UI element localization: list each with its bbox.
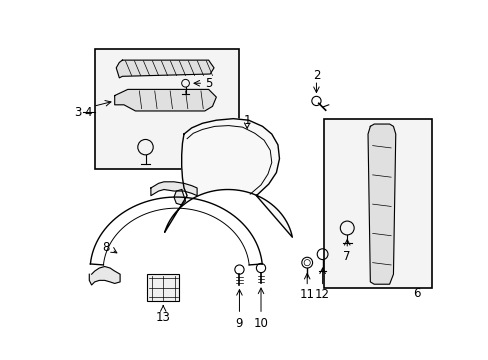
Polygon shape bbox=[89, 266, 120, 285]
Polygon shape bbox=[116, 60, 214, 78]
Text: 11: 11 bbox=[299, 288, 314, 301]
Polygon shape bbox=[367, 124, 395, 284]
Text: 5: 5 bbox=[204, 77, 212, 90]
Text: 4: 4 bbox=[84, 106, 91, 119]
Text: 2: 2 bbox=[312, 69, 320, 82]
Text: 1: 1 bbox=[243, 114, 250, 127]
Text: 10: 10 bbox=[253, 316, 268, 329]
Text: 7: 7 bbox=[343, 249, 350, 262]
Polygon shape bbox=[164, 119, 292, 237]
Text: 8: 8 bbox=[102, 241, 110, 254]
Text: 3: 3 bbox=[74, 106, 81, 119]
Text: 13: 13 bbox=[156, 311, 170, 324]
Text: 6: 6 bbox=[412, 287, 420, 300]
Bar bbox=[324, 119, 431, 288]
Polygon shape bbox=[174, 189, 185, 205]
Bar bbox=[147, 274, 179, 301]
Bar bbox=[95, 49, 239, 169]
Text: 12: 12 bbox=[314, 288, 329, 301]
Text: 9: 9 bbox=[235, 316, 243, 329]
Polygon shape bbox=[115, 89, 216, 111]
Polygon shape bbox=[151, 182, 197, 195]
